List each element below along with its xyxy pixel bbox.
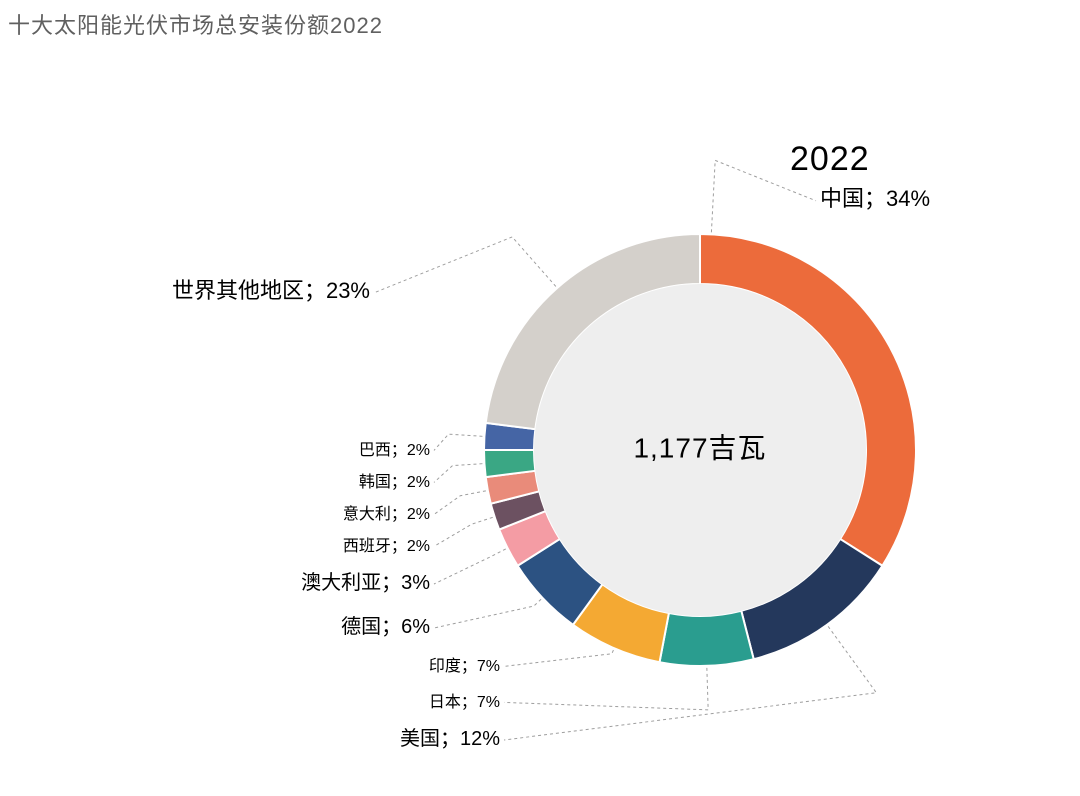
slice-label: 日本；7% bbox=[429, 688, 500, 712]
leader-line bbox=[711, 160, 816, 232]
slice-label: 澳大利亚；3% bbox=[301, 566, 430, 595]
slice-label: 美国；12% bbox=[400, 722, 500, 751]
slice-label: 西班牙；2% bbox=[343, 532, 430, 556]
leader-line bbox=[434, 599, 541, 628]
chart-center-label: 1,177吉瓦 bbox=[633, 432, 766, 463]
slice-label: 巴西；2% bbox=[359, 436, 430, 460]
leader-line bbox=[504, 668, 708, 710]
donut-slice bbox=[660, 611, 754, 666]
slice-label: 世界其他地区；23% bbox=[172, 273, 370, 305]
leader-line bbox=[374, 237, 556, 293]
slice-label: 意大利；2% bbox=[343, 500, 430, 524]
leader-line bbox=[504, 650, 613, 666]
slice-label: 德国；6% bbox=[341, 610, 430, 639]
slice-label: 印度；7% bbox=[429, 652, 500, 676]
slice-label: 韩国；2% bbox=[359, 468, 430, 492]
slice-label: 中国；34% bbox=[820, 181, 930, 213]
donut-chart: 1,177吉瓦 bbox=[0, 0, 1080, 796]
leader-line bbox=[434, 517, 493, 546]
leader-line bbox=[434, 491, 486, 515]
leader-line bbox=[434, 434, 482, 450]
leader-line bbox=[434, 549, 506, 584]
leader-line bbox=[434, 464, 482, 483]
